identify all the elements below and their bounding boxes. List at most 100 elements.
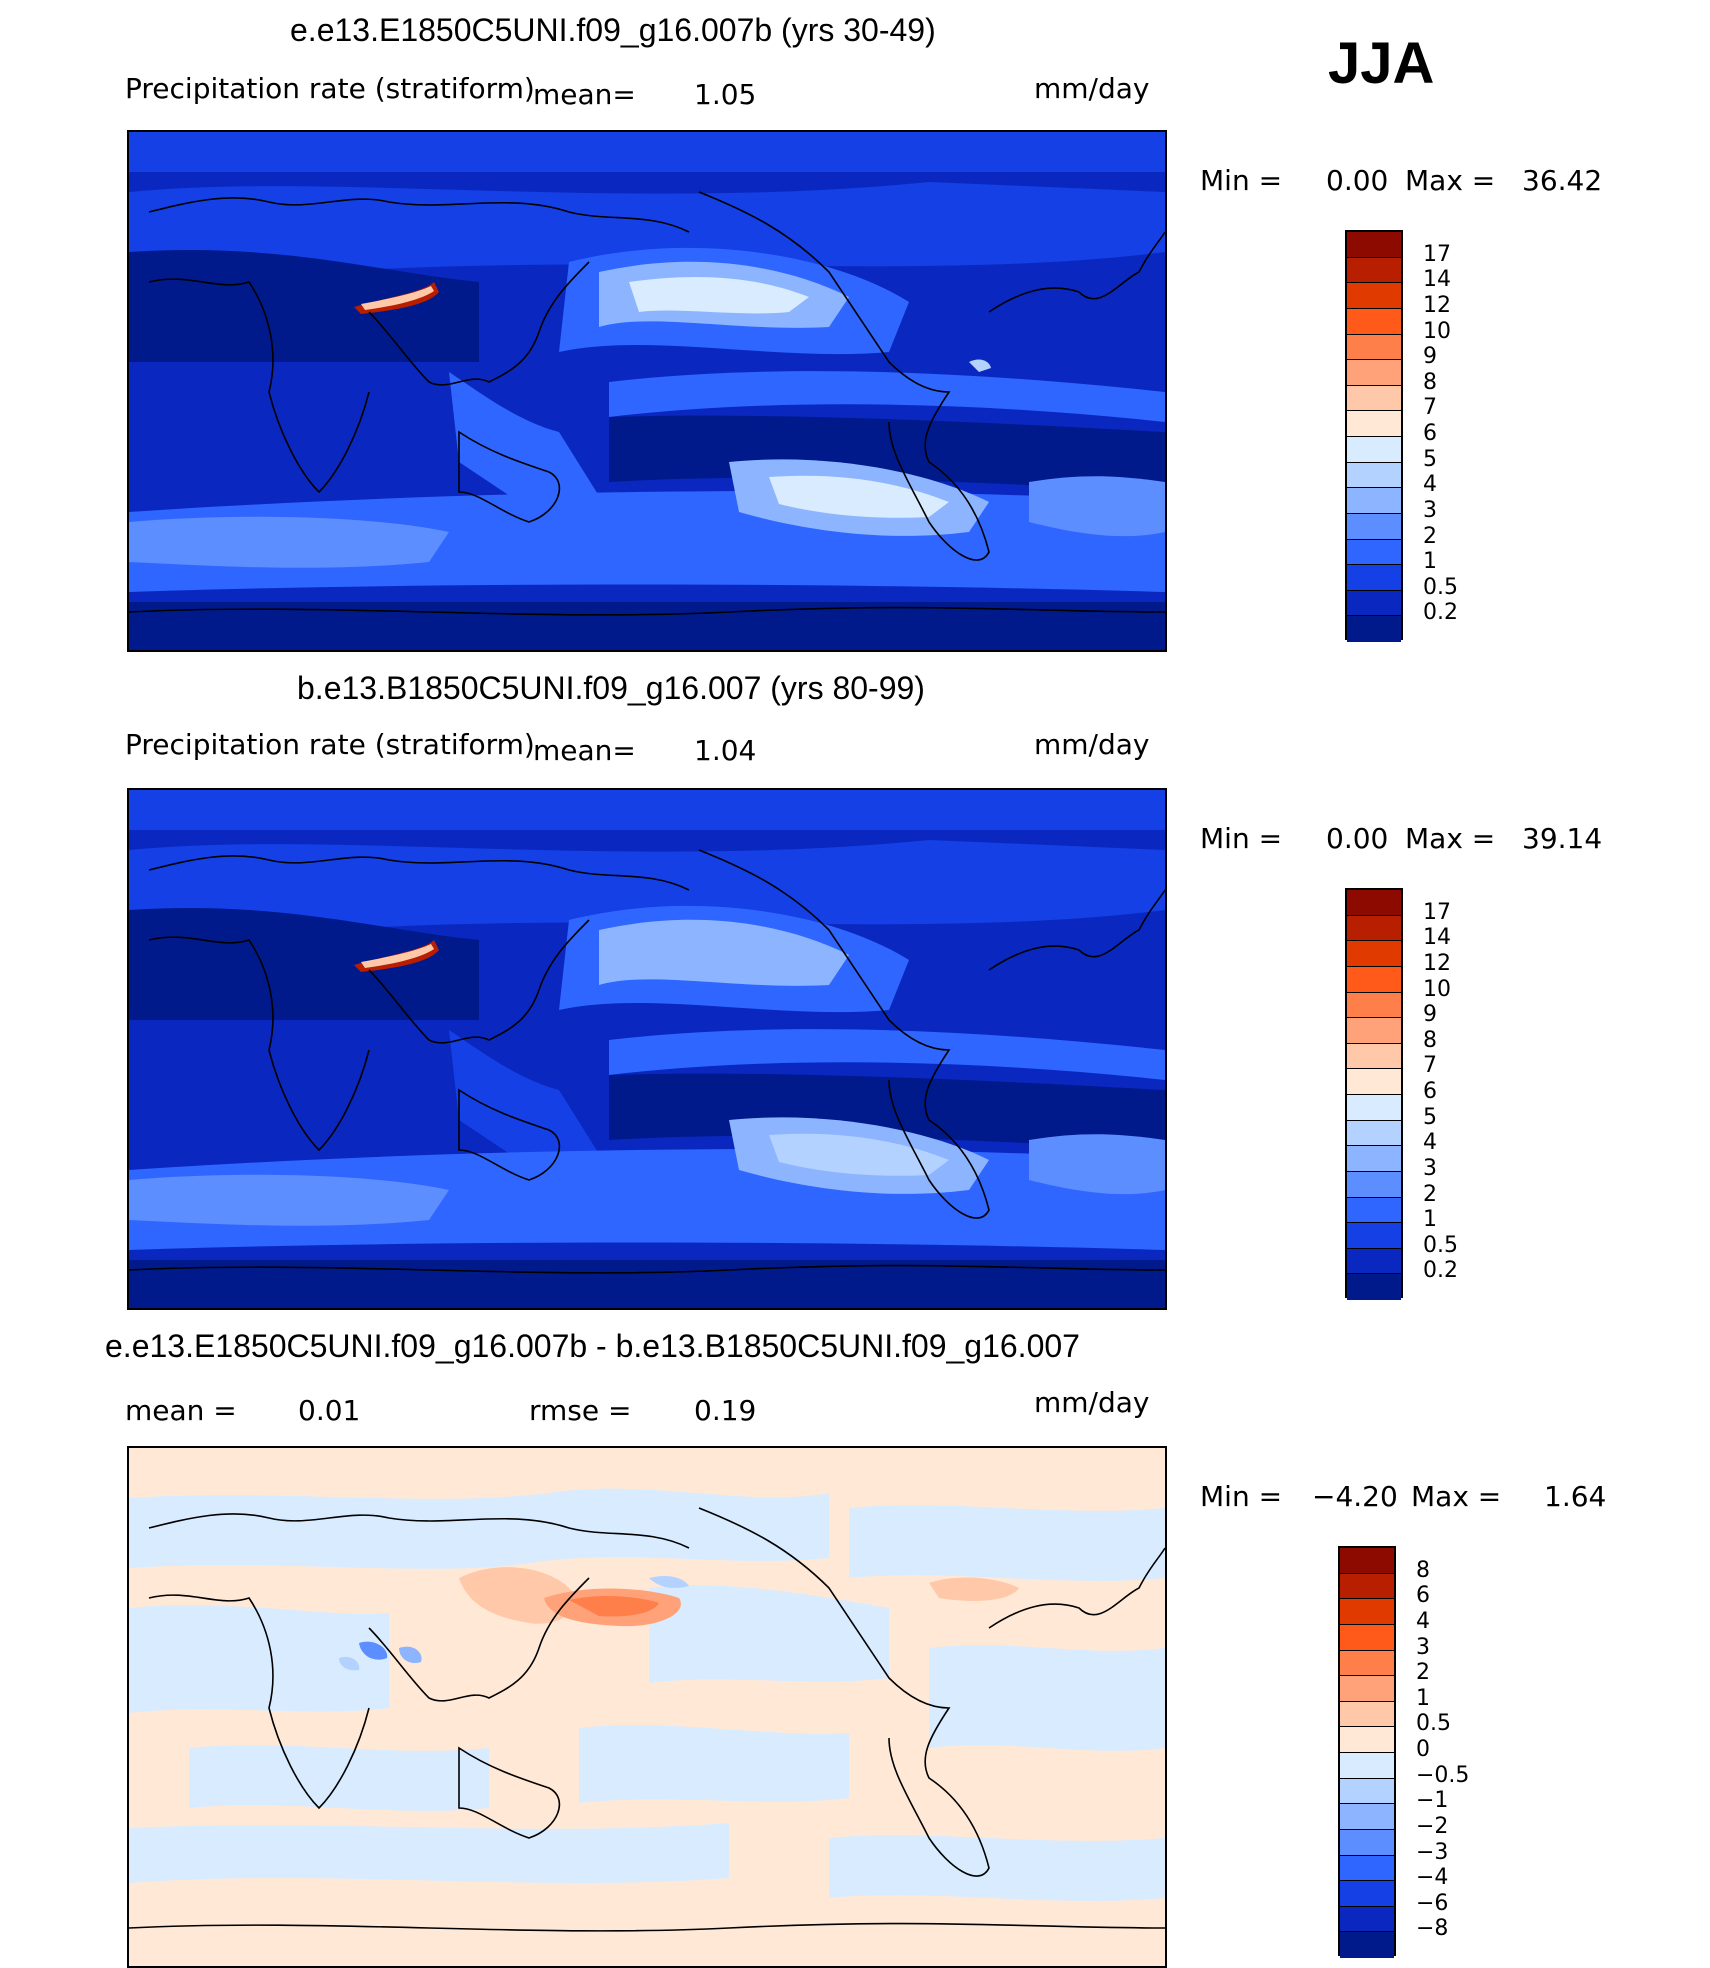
mean-value: 1.05 [694,78,757,111]
colorbar-label: −8 [1416,1916,1449,1942]
colorbar-strip [1345,888,1403,1300]
max-label: Max = [1411,1480,1502,1513]
colorbar-label: 3 [1416,1634,1430,1660]
colorbar-label: 3 [1423,497,1437,523]
colorbar-swatch [1347,513,1401,540]
colorbar-swatch [1347,915,1401,942]
colorbar-swatch [1347,992,1401,1019]
colorbar-label: 1 [1423,549,1437,575]
colorbar-label: 1 [1423,1207,1437,1233]
colorbar-swatch [1340,1804,1394,1830]
colorbar-label: 2 [1423,1181,1437,1207]
max-value: 36.42 [1522,164,1603,197]
colorbar-swatch [1347,1018,1401,1044]
max-value: 1.64 [1544,1480,1607,1513]
rmse-value: 0.19 [694,1394,757,1427]
colorbar-label: −3 [1416,1839,1449,1865]
colorbar-label: 8 [1416,1557,1430,1583]
precip-map [127,788,1167,1310]
colorbar-swatch [1340,1855,1394,1882]
colorbar-swatch [1347,232,1401,258]
colorbar-label: 7 [1423,1053,1437,1079]
colorbar-strip [1345,230,1403,642]
colorbar-label: 0.5 [1423,574,1458,600]
colorbar-label: 17 [1423,899,1451,925]
colorbar-swatch [1347,1171,1401,1198]
colorbar-label: 5 [1423,1104,1437,1130]
colorbar: 8 6 4 3 2 1 0.5 0 −0.5 −1 −2 −3 −4 −6 −8 [1338,1546,1498,1958]
colorbar-swatch [1347,257,1401,284]
colorbar-label: 0.5 [1423,1232,1458,1258]
colorbar-swatch [1340,1727,1394,1753]
colorbar-swatch [1347,590,1401,617]
colorbar-label: 17 [1423,241,1451,267]
colorbar-swatch [1347,1120,1401,1147]
colorbar-label: 2 [1423,523,1437,549]
colorbar-label: −2 [1416,1813,1449,1839]
colorbar-swatch [1347,488,1401,514]
colorbar-swatch [1340,1778,1394,1805]
colorbar-swatch [1347,360,1401,386]
min-label: Min = [1200,164,1283,197]
panel-title: e.e13.E1850C5UNI.f09_g16.007b (yrs 30-49… [290,12,936,48]
colorbar-label: 4 [1416,1608,1430,1634]
units-label: mm/day [1034,728,1150,761]
colorbar-strip [1338,1546,1396,1958]
colorbar-swatch [1347,437,1401,463]
colorbar-label: 0.2 [1423,1258,1458,1284]
colorbar-swatch [1340,1573,1394,1600]
colorbar-swatch [1347,1146,1401,1172]
colorbar-swatch [1347,966,1401,993]
colorbar-swatch [1347,539,1401,566]
colorbar-label: −4 [1416,1865,1449,1891]
difference-map [127,1446,1167,1968]
season-label: JJA [1328,31,1435,96]
panel-title: b.e13.B1850C5UNI.f09_g16.007 (yrs 80-99) [297,670,925,706]
colorbar-swatch [1347,334,1401,361]
colorbar-label: 8 [1423,369,1437,395]
colorbar-label: 0.2 [1423,600,1458,626]
colorbar-label: 0.5 [1416,1711,1451,1737]
colorbar-label: 6 [1423,1079,1437,1104]
variable-label: Precipitation rate (stratiform) [125,728,535,761]
mean-value: 1.04 [694,734,757,767]
max-label: Max = [1405,164,1496,197]
units-label: mm/day [1034,1386,1150,1419]
max-label: Max = [1405,822,1496,855]
colorbar-swatch [1347,1248,1401,1275]
colorbar-label: 7 [1423,395,1437,421]
min-value: 0.00 [1326,164,1389,197]
map-field [129,1448,1165,1966]
colorbar-swatch [1340,1548,1394,1574]
colorbar-swatch [1347,1043,1401,1070]
colorbar-swatch [1347,890,1401,916]
colorbar-swatch [1347,283,1401,309]
colorbar-swatch [1340,1701,1394,1728]
colorbar-swatch [1347,1069,1401,1095]
colorbar-swatch [1340,1624,1394,1651]
colorbar-swatch [1340,1676,1394,1702]
colorbar-swatch [1347,411,1401,437]
rmse-label: rmse = [529,1394,632,1427]
colorbar-label: 14 [1423,267,1451,293]
colorbar-label: 8 [1423,1027,1437,1053]
colorbar-label: 12 [1423,292,1451,318]
colorbar-label: 4 [1423,472,1437,498]
colorbar-label: 2 [1416,1660,1430,1686]
colorbar-label: 9 [1423,1002,1437,1028]
min-value: 0.00 [1326,822,1389,855]
colorbar-label: 1 [1416,1685,1430,1711]
mean-label: mean = [125,1394,237,1427]
colorbar-label: 6 [1416,1583,1430,1609]
map-field [129,132,1165,650]
colorbar-swatch [1347,941,1401,967]
colorbar-label: 0 [1416,1737,1430,1762]
colorbar-swatch [1340,1650,1394,1677]
colorbar-swatch [1347,462,1401,489]
variable-label: Precipitation rate (stratiform) [125,72,535,105]
colorbar-label: −0.5 [1416,1762,1470,1788]
colorbar-swatch [1347,308,1401,335]
min-value: −4.20 [1312,1480,1398,1513]
colorbar-label: 10 [1423,976,1451,1002]
min-label: Min = [1200,822,1283,855]
